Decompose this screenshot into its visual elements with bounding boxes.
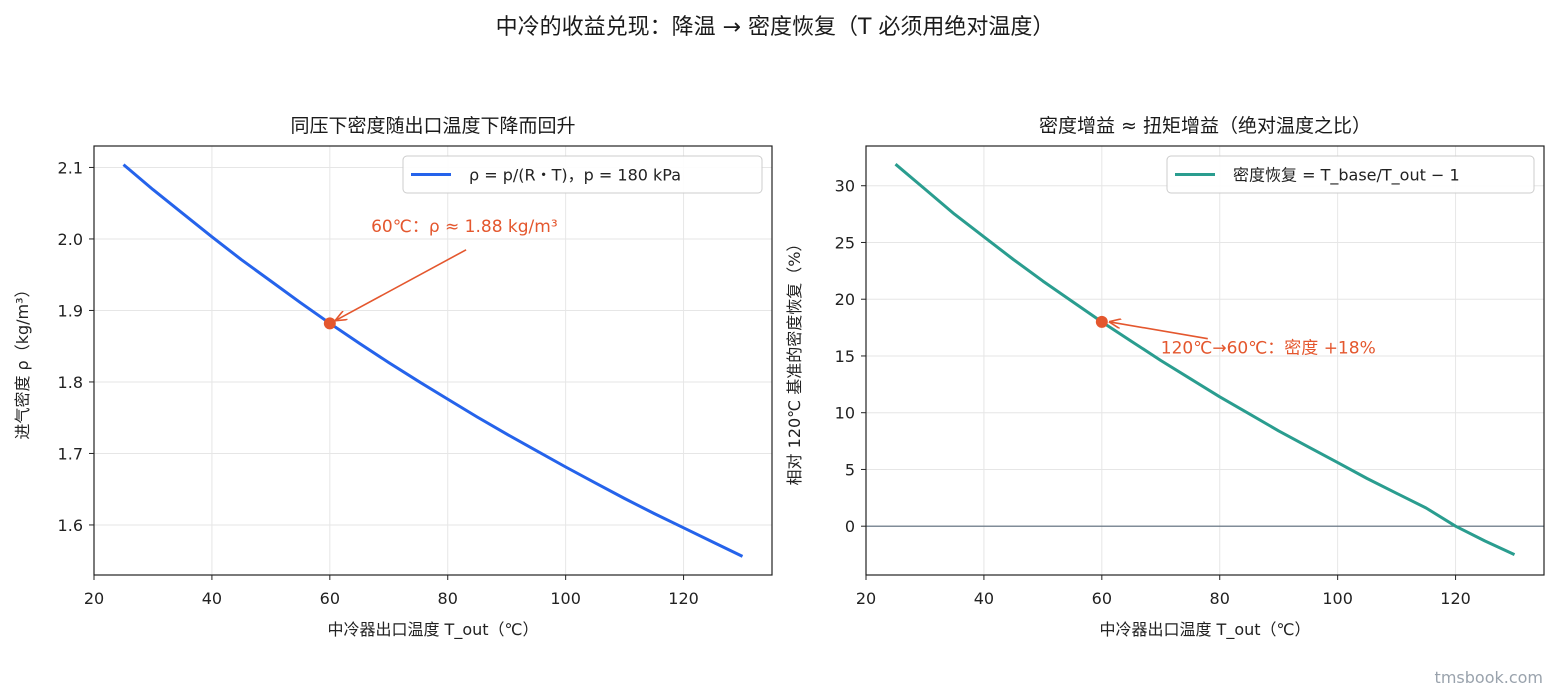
series-line-0: [894, 163, 1516, 556]
y-tick-label: 1.9: [58, 301, 83, 320]
chart-title: 密度增益 ≈ 扭矩增益（绝对温度之比）: [1039, 115, 1371, 137]
highlight-point: [1095, 315, 1108, 328]
x-tick-label: 20: [856, 589, 876, 608]
y-tick-label: 0: [845, 517, 855, 536]
x-tick-label: 100: [550, 589, 581, 608]
x-tick-label: 60: [1092, 589, 1112, 608]
x-tick-label: 100: [1322, 589, 1353, 608]
legend-box: [402, 155, 763, 194]
y-axis-label: 相对 120℃ 基准的密度恢复（%）: [785, 236, 804, 486]
y-tick-label: 2.1: [58, 158, 83, 177]
x-tick-label: 60: [320, 589, 340, 608]
legend-box: [1166, 155, 1535, 194]
x-tick-label: 120: [1440, 589, 1471, 608]
x-axis-label: 中冷器出口温度 T_out（℃）: [1099, 620, 1310, 640]
chart-title: 同压下密度随出口温度下降而回升: [290, 115, 575, 137]
legend-entry: 密度恢复 = T_base/T_out − 1: [1233, 166, 1460, 186]
y-tick-label: 1.8: [58, 373, 83, 392]
legend-entry: ρ = p/(R・T)，p = 180 kPa: [469, 166, 681, 185]
chart-panels: 20 40 60 80 100 1201.61.71.81.92.02.1同压下密度随出口…: [13, 115, 1545, 640]
annotation-arrow: [336, 249, 467, 321]
chart-panel-left: 20 40 60 80 100 120 1.6 1.7 1.8 1.9 2.0 2.1 同压下密度随出口…: [13, 115, 773, 640]
x-tick-label: 20: [84, 589, 104, 608]
y-tick-label: 5: [845, 460, 855, 479]
x-tick-label: 120: [668, 589, 699, 608]
x-tick-label: 40: [974, 589, 994, 608]
chart-panel-right: 20 40 60 80 100 120 0 5 10 15 20 25 30 密度增益 ≈ 扭矩增益（绝对…: [785, 115, 1545, 640]
highlight-point: [323, 317, 336, 330]
annotation-label: 60℃：ρ ≈ 1.88 kg/m³: [371, 217, 558, 237]
x-tick-label: 40: [202, 589, 222, 608]
y-tick-label: 2.0: [58, 230, 83, 249]
x-tick-label: 80: [1210, 589, 1230, 608]
y-tick-label: 25: [835, 233, 855, 252]
y-tick-label: 1.7: [58, 444, 83, 463]
y-tick-label: 15: [835, 347, 855, 366]
figure-suptitle: 中冷的收益兑现：降温 → 密度恢复（T 必须用绝对温度）: [496, 15, 1055, 40]
x-axis-label: 中冷器出口温度 T_out（℃）: [327, 620, 538, 640]
annotation-label: 120℃→60℃：密度 +18%: [1161, 339, 1376, 359]
series-line-0: [122, 163, 744, 558]
plot-frame: [93, 145, 773, 576]
y-tick-label: 30: [835, 177, 855, 196]
y-tick-label: 1.6: [58, 516, 83, 535]
x-tick-label: 80: [438, 589, 458, 608]
plot-frame: [865, 145, 1545, 576]
y-tick-label: 20: [835, 290, 855, 309]
y-tick-label: 10: [835, 404, 855, 423]
watermark: tmsbook.com: [1435, 668, 1543, 687]
annotation-arrow: [1110, 322, 1208, 340]
y-axis-label: 进气密度 ρ（kg/m³）: [13, 281, 32, 439]
